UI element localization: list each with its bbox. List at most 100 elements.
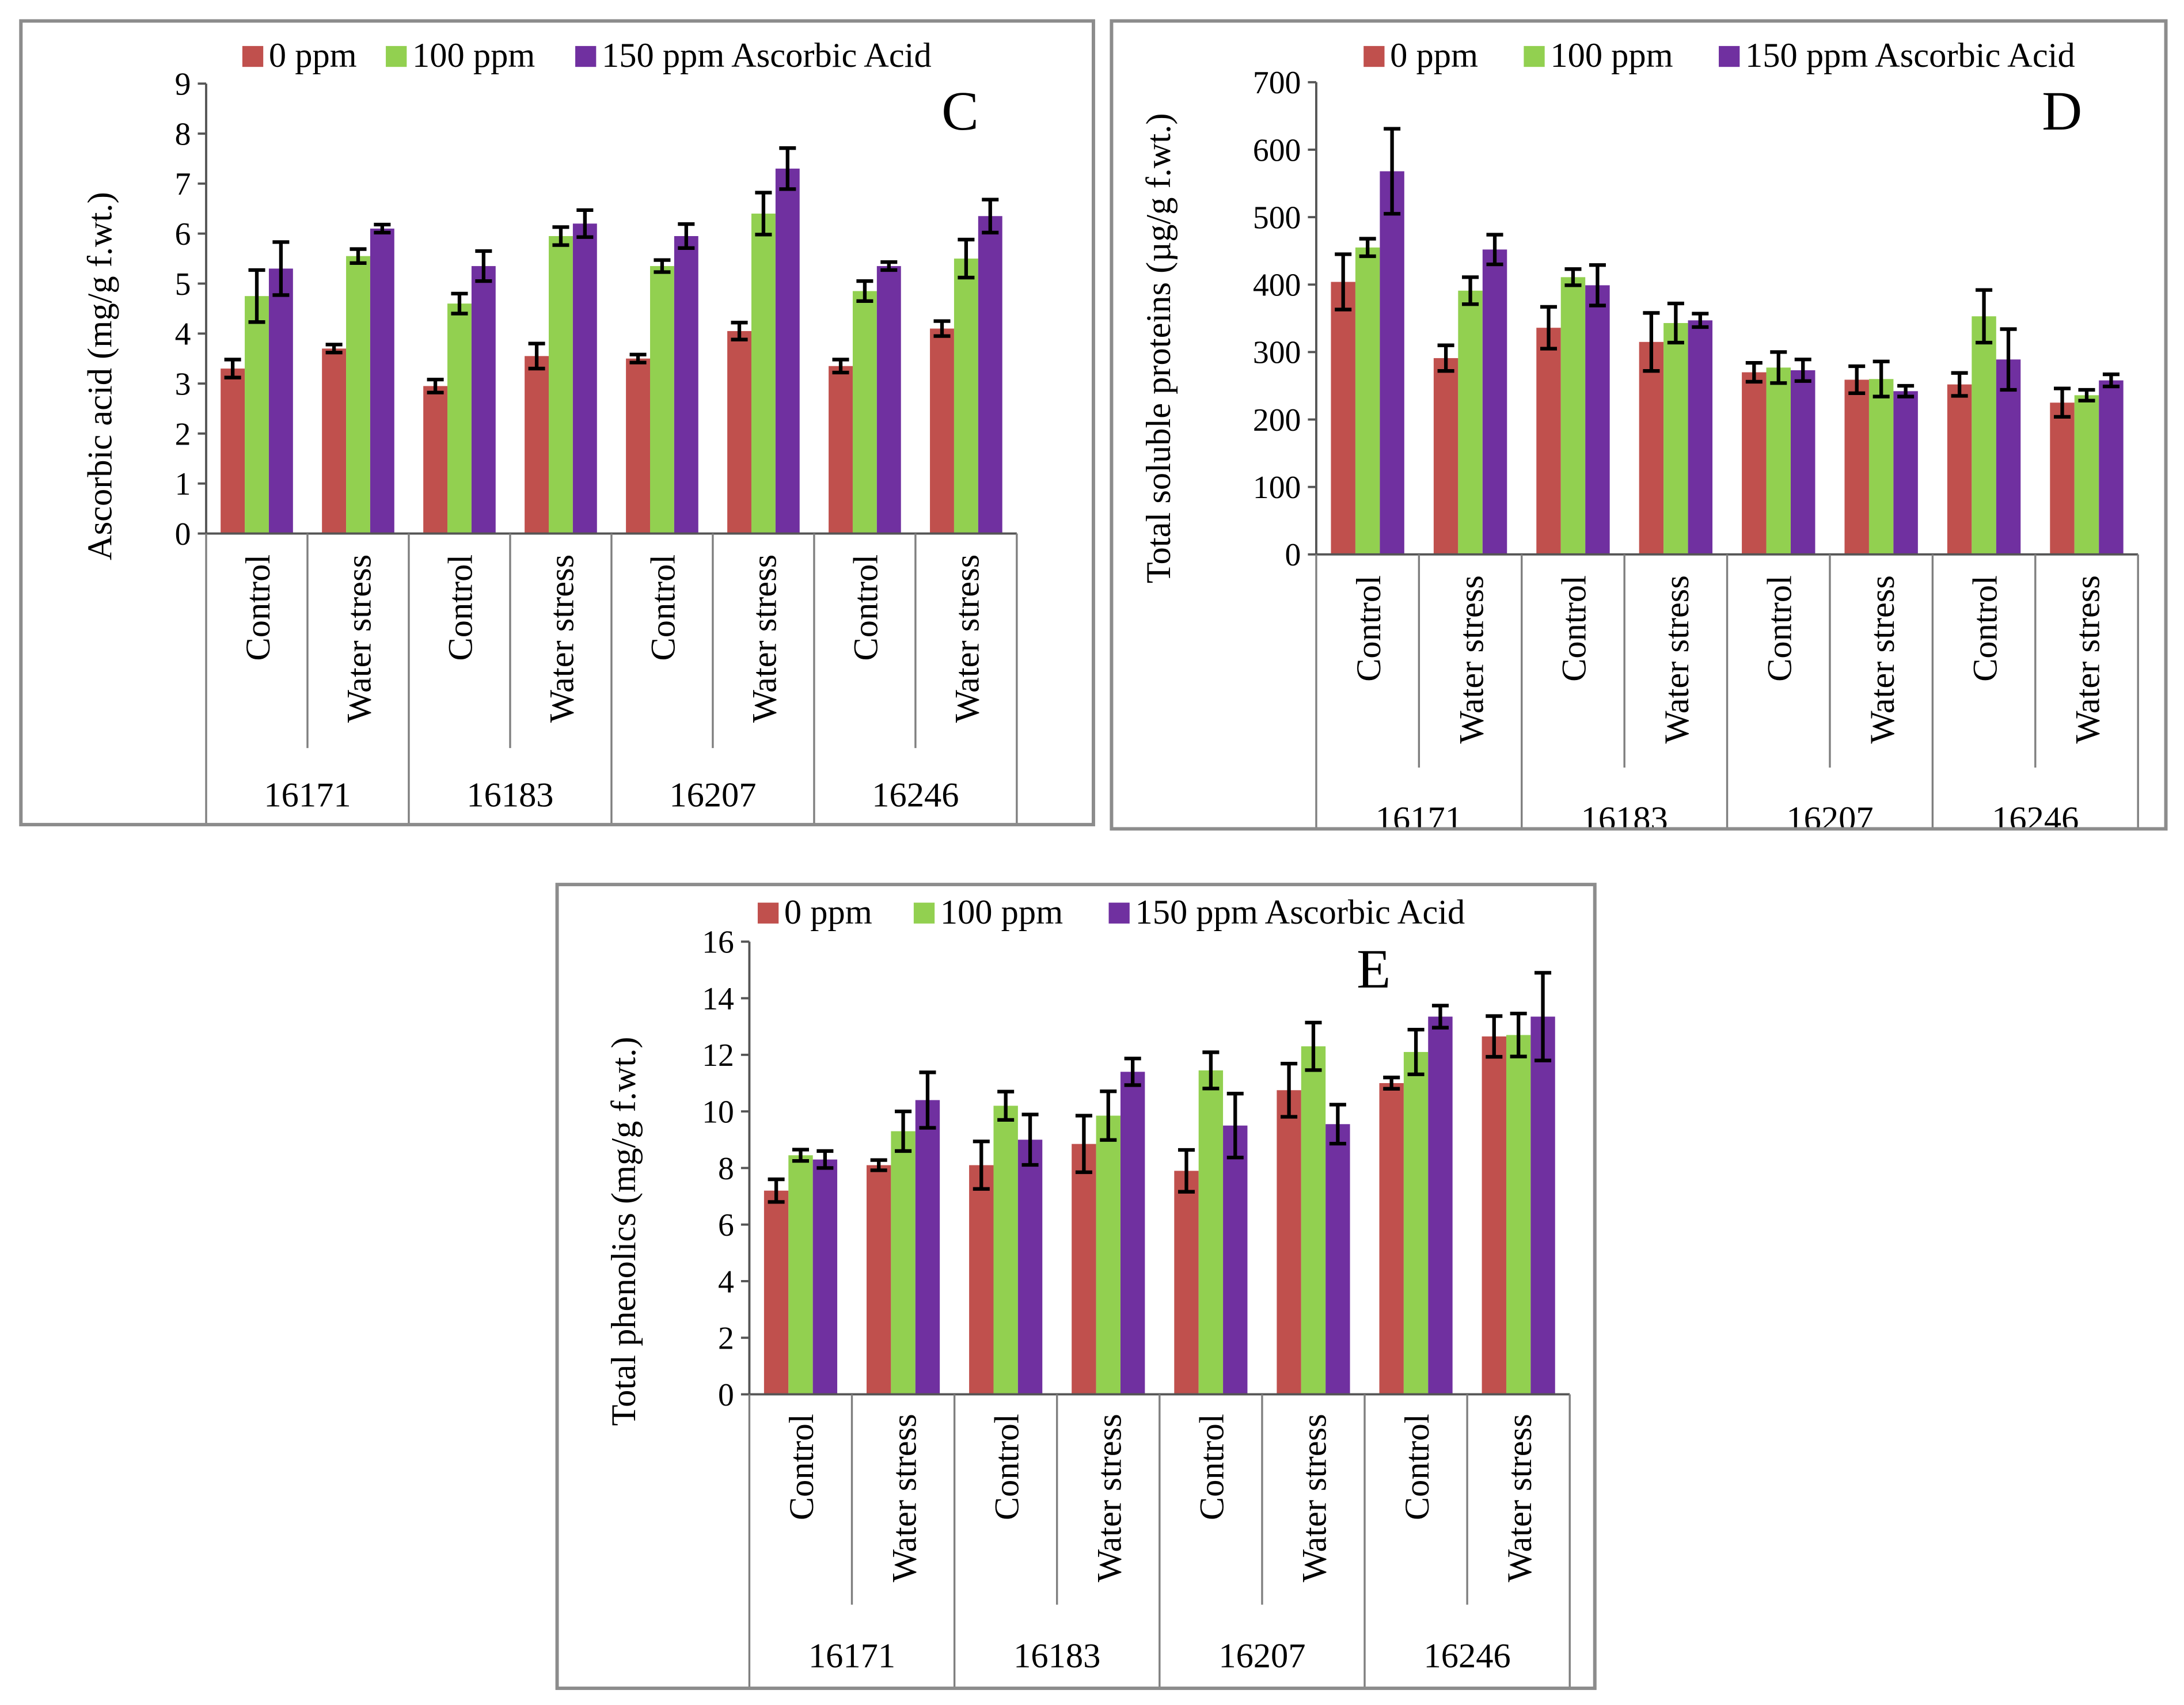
bar-16246-control-0-ppm <box>1947 384 1972 555</box>
bar-16207-water-stress-150-ppm-ascorbic-acid <box>1893 391 1918 555</box>
panel-letter: E <box>1357 938 1391 1000</box>
group-label-16183: 16183 <box>466 776 553 815</box>
error-bar-16246-water-stress-150-ppm-ascorbic-acid <box>2102 372 2120 389</box>
error-bar-16183-control-0-ppm <box>1540 305 1558 351</box>
error-bar-16207-control-0-ppm <box>629 352 647 364</box>
bar-16171-water-stress-0-ppm <box>322 348 347 534</box>
error-bar-16171-control-100-ppm <box>792 1148 809 1163</box>
bar-16183-water-stress-0-ppm <box>525 356 549 534</box>
y-tick-label: 6 <box>718 1207 734 1243</box>
category-label-water-stress: Water stress <box>948 555 987 723</box>
y-tick-label: 6 <box>175 217 191 252</box>
bar-16171-control-0-ppm <box>221 369 245 534</box>
error-bar-16207-water-stress-150-ppm-ascorbic-acid <box>1897 383 1915 398</box>
y-tick-label: 8 <box>718 1151 734 1187</box>
bar-16207-water-stress-100-ppm <box>1301 1046 1326 1395</box>
error-bar-16207-water-stress-100-ppm <box>1305 1020 1322 1072</box>
bar-16246-control-150-ppm-ascorbic-acid <box>876 266 901 534</box>
error-bar-16246-control-0-ppm <box>832 358 849 375</box>
error-bar-16183-water-stress-150-ppm-ascorbic-acid <box>1692 312 1709 329</box>
bar-16207-control-0-ppm <box>626 358 650 534</box>
bar-16246-water-stress-100-ppm <box>1506 1035 1531 1395</box>
category-label-control: Control <box>1761 575 1799 682</box>
y-tick-label: 2 <box>175 416 191 452</box>
bar-16246-water-stress-100-ppm <box>954 259 978 534</box>
legend-swatch-0-ppm <box>1363 45 1385 67</box>
error-bar-16183-control-150-ppm-ascorbic-acid <box>1021 1112 1039 1167</box>
category-label-water-stress: Water stress <box>1501 1414 1539 1582</box>
error-bar-16183-control-100-ppm <box>1564 267 1582 287</box>
error-bar-16171-water-stress-0-ppm <box>325 343 343 355</box>
legend-swatch-150-ppm-ascorbic-acid <box>1108 902 1130 924</box>
panel-letter: C <box>941 80 979 142</box>
bar-16207-water-stress-0-ppm <box>1844 379 1869 555</box>
y-tick-label: 9 <box>175 67 191 102</box>
error-bar-16207-water-stress-0-ppm <box>731 321 748 341</box>
bar-16183-control-150-ppm-ascorbic-acid <box>1017 1140 1043 1395</box>
bar-16171-water-stress-0-ppm <box>866 1165 891 1395</box>
legend-swatch-100-ppm <box>913 902 935 924</box>
error-bar-16171-control-150-ppm-ascorbic-acid <box>816 1149 834 1170</box>
chart-panel-d: 0 ppm 100 ppm 150 ppm Ascorbic Acid D 0 100 20… <box>1140 36 2139 838</box>
bar-16246-control-100-ppm <box>1403 1051 1429 1395</box>
bar-16183-water-stress-150-ppm-ascorbic-acid <box>1120 1072 1145 1395</box>
legend-label-0-ppm: 0 ppm <box>784 893 872 932</box>
group-label-16207: 16207 <box>1786 800 1873 838</box>
bar-16183-control-150-ppm-ascorbic-acid <box>471 266 496 534</box>
bar-16246-control-150-ppm-ascorbic-acid <box>1428 1016 1453 1395</box>
error-bar-16183-water-stress-150-ppm-ascorbic-acid <box>576 208 594 239</box>
bar-16207-control-150-ppm-ascorbic-acid <box>674 236 698 534</box>
y-tick-label: 0 <box>718 1377 734 1413</box>
error-bar-16171-control-100-ppm <box>1359 237 1376 259</box>
error-bar-16246-water-stress-100-ppm <box>958 237 975 280</box>
bar-16246-control-0-ppm <box>829 366 853 534</box>
y-tick-label: 8 <box>175 116 191 152</box>
category-label-control: Control <box>1350 575 1388 682</box>
bar-16183-water-stress-100-ppm <box>549 236 573 534</box>
chart-border-d <box>1110 19 2168 831</box>
bar-16246-water-stress-150-ppm-ascorbic-acid <box>1530 1016 1555 1395</box>
error-bar-16183-water-stress-0-ppm <box>1643 311 1660 373</box>
error-bar-16246-water-stress-150-ppm-ascorbic-acid <box>982 198 999 235</box>
y-tick-label: 0 <box>175 517 191 552</box>
y-tick-label: 2 <box>718 1321 734 1357</box>
bar-16246-water-stress-100-ppm <box>2074 395 2099 555</box>
error-bar-16183-control-100-ppm <box>997 1089 1015 1122</box>
error-bar-16183-water-stress-0-ppm <box>528 341 545 371</box>
category-label-control: Control <box>644 555 683 661</box>
error-bar-16207-control-150-ppm-ascorbic-acid <box>1794 358 1811 383</box>
error-bar-16207-water-stress-100-ppm <box>755 191 772 237</box>
group-label-16246: 16246 <box>1424 1637 1511 1676</box>
category-label-water-stress: Water stress <box>2069 575 2107 743</box>
bar-16246-control-100-ppm <box>852 291 877 534</box>
error-bar-16246-control-150-ppm-ascorbic-acid <box>2000 327 2017 392</box>
bar-16207-control-100-ppm <box>1766 367 1791 555</box>
error-bar-16246-control-0-ppm <box>1951 371 1968 398</box>
y-tick-label: 4 <box>175 317 191 352</box>
error-bar-16207-control-100-ppm <box>654 258 671 274</box>
category-label-water-stress: Water stress <box>746 555 784 723</box>
category-label-control: Control <box>1398 1414 1437 1520</box>
legend-swatch-0-ppm <box>242 45 264 67</box>
category-label-control: Control <box>239 555 278 661</box>
bar-16207-water-stress-100-ppm <box>751 213 776 534</box>
error-bar-16207-water-stress-0-ppm <box>1281 1061 1298 1119</box>
error-bar-16207-control-0-ppm <box>1745 360 1763 384</box>
group-label-16207: 16207 <box>1218 1637 1305 1676</box>
error-bar-16171-control-150-ppm-ascorbic-acid <box>1384 127 1401 216</box>
chart-border-c <box>19 19 1095 827</box>
bar-16246-control-0-ppm <box>1379 1083 1404 1395</box>
legend-swatch-0-ppm <box>757 902 779 924</box>
error-bar-16246-water-stress-100-ppm <box>1510 1011 1527 1058</box>
y-tick-label: 3 <box>175 366 191 402</box>
y-tick-label: 100 <box>1253 470 1301 506</box>
bar-16171-control-100-ppm <box>245 296 269 534</box>
bar-16183-water-stress-150-ppm-ascorbic-acid <box>572 223 597 534</box>
bar-16246-water-stress-150-ppm-ascorbic-acid <box>978 216 1002 534</box>
error-bar-16171-control-0-ppm <box>224 358 241 379</box>
y-tick-label: 700 <box>1253 65 1301 101</box>
bar-16246-control-100-ppm <box>1972 316 1996 555</box>
category-label-control: Control <box>783 1414 821 1520</box>
